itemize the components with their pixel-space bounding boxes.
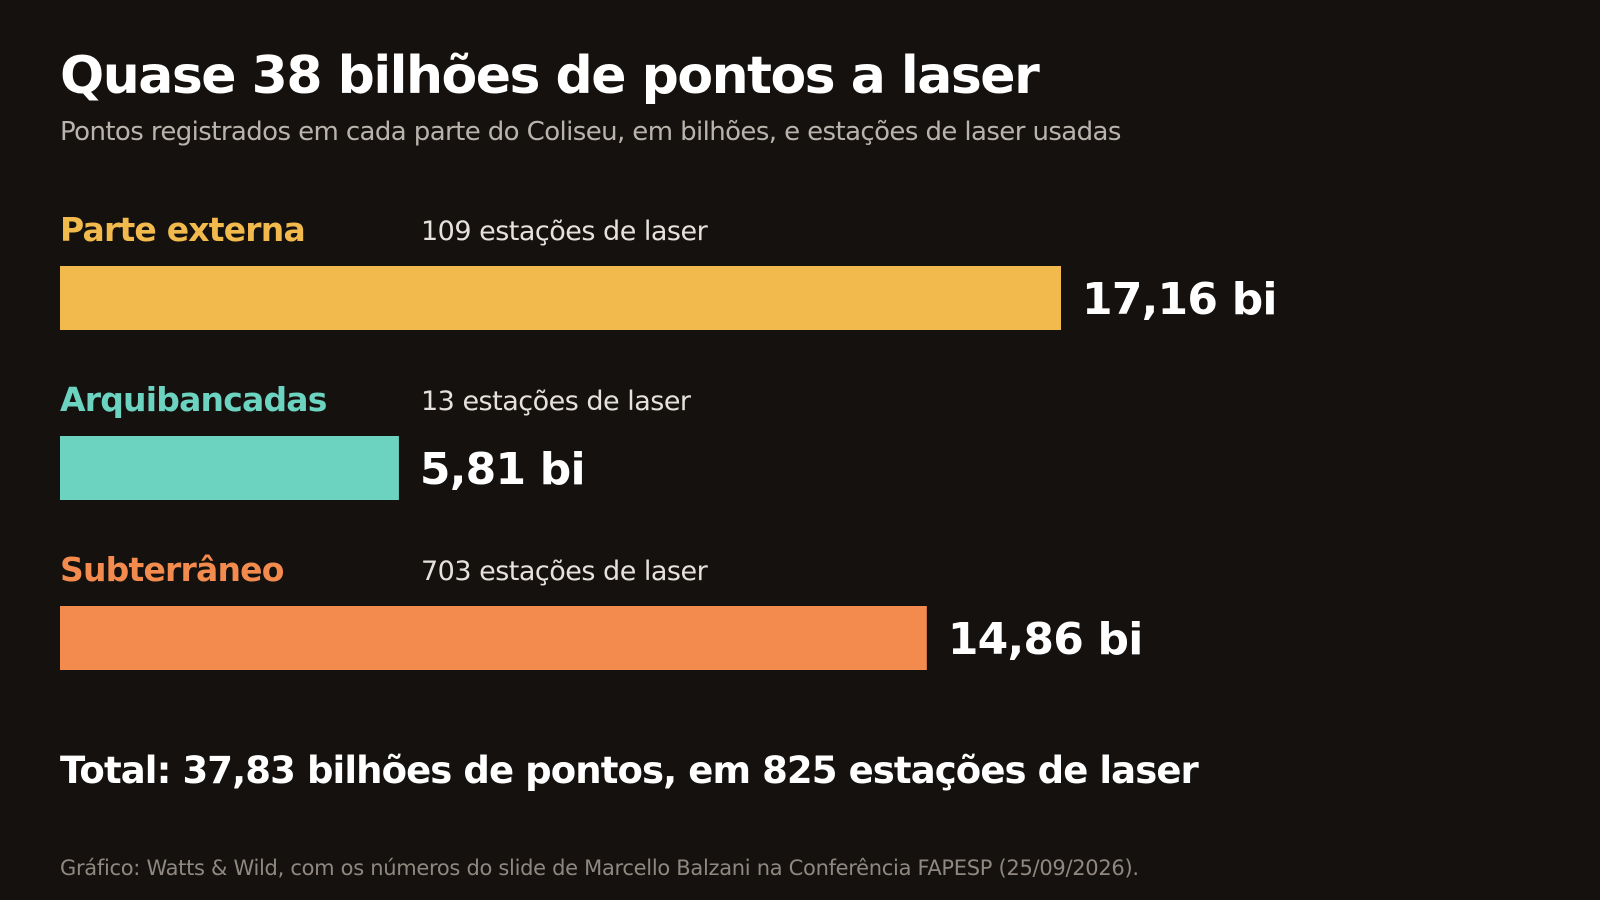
source-note: Gráfico: Watts & Wild, com os números do… [60,856,1139,880]
bar-subterraneo [60,606,927,670]
chart-subtitle: Pontos registrados em cada parte do Coli… [60,117,1121,147]
chart-title: Quase 38 bilhões de pontos a laser [60,46,1040,106]
stations-label-subterraneo: 703 estações de laser [421,556,709,587]
category-label-arquibancadas: Arquibancadas [60,380,327,419]
stations-label-parte-externa: 109 estações de laser [421,216,709,247]
bar-parte-externa [60,266,1061,330]
category-label-parte-externa: Parte externa [60,210,305,249]
category-label-subterraneo: Subterrâneo [60,550,284,589]
stations-label-arquibancadas: 13 estações de laser [421,386,692,417]
value-label-subterraneo: 14,86 bi [948,614,1143,665]
bar-arquibancadas [60,436,399,500]
value-label-arquibancadas: 5,81 bi [420,444,585,495]
value-label-parte-externa: 17,16 bi [1082,274,1277,325]
total-summary: Total: 37,83 bilhões de pontos, em 825 e… [60,749,1199,792]
